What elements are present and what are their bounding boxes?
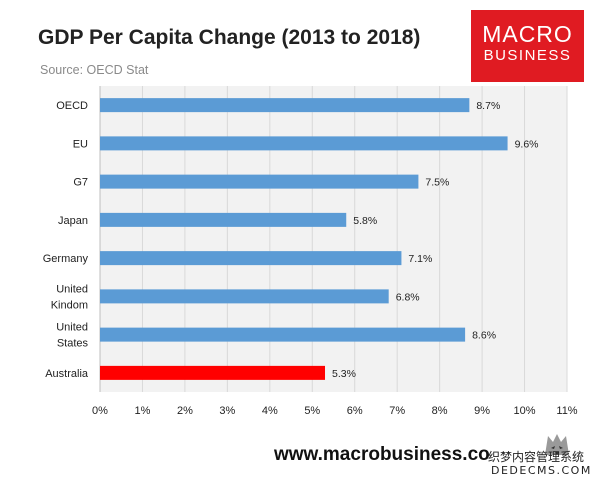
data-label: 5.8% xyxy=(353,215,377,227)
x-tick-label: 11% xyxy=(556,405,577,417)
category-label: United xyxy=(56,283,88,295)
x-tick-label: 6% xyxy=(347,405,363,417)
data-label: 7.5% xyxy=(425,177,449,189)
category-label: G7 xyxy=(73,177,88,189)
x-tick-label: 4% xyxy=(262,405,278,417)
bar xyxy=(100,212,347,227)
category-label: States xyxy=(57,338,89,350)
category-label: Australia xyxy=(45,368,89,380)
x-tick-label: 1% xyxy=(135,405,151,417)
x-tick-label: 10% xyxy=(514,405,536,417)
x-tick-label: 9% xyxy=(474,405,490,417)
category-label: Kindom xyxy=(51,299,88,311)
logo-line-2: BUSINESS xyxy=(483,47,572,64)
chart-source: Source: OECD Stat xyxy=(40,63,149,77)
x-tick-label: 2% xyxy=(177,405,193,417)
bar xyxy=(100,365,326,380)
data-label: 6.8% xyxy=(396,291,420,303)
bar xyxy=(100,136,508,151)
category-label: EU xyxy=(73,138,88,150)
watermark-cn: 织梦内容管理系统 xyxy=(488,450,585,464)
plot-area xyxy=(100,86,567,392)
x-tick-label: 8% xyxy=(432,405,448,417)
data-label: 7.1% xyxy=(408,253,432,265)
bar xyxy=(100,98,470,113)
data-label: 8.7% xyxy=(476,100,500,112)
bar xyxy=(100,174,419,189)
logo-line-1: MACRO xyxy=(482,21,573,47)
category-label: Japan xyxy=(58,215,88,227)
x-tick-label: 3% xyxy=(219,405,235,417)
website-url: www.macrobusiness.co xyxy=(274,444,490,465)
x-tick-label: 7% xyxy=(389,405,405,417)
category-label: OECD xyxy=(56,100,88,112)
category-label: Germany xyxy=(43,253,89,265)
category-label: United xyxy=(56,322,88,334)
chart-title: GDP Per Capita Change (2013 to 2018) xyxy=(38,26,421,49)
bar xyxy=(100,327,466,342)
data-label: 5.3% xyxy=(332,368,356,380)
watermark-en: DEDECMS.COM xyxy=(491,464,592,477)
x-tick-label: 5% xyxy=(304,405,320,417)
x-tick-label: 0% xyxy=(92,405,108,417)
data-label: 8.6% xyxy=(472,330,496,342)
macrobusiness-logo: MACRO BUSINESS xyxy=(471,10,584,82)
bar xyxy=(100,289,389,304)
data-label: 9.6% xyxy=(515,138,539,150)
wolf-logo-icon xyxy=(545,434,569,455)
bar xyxy=(100,251,402,266)
